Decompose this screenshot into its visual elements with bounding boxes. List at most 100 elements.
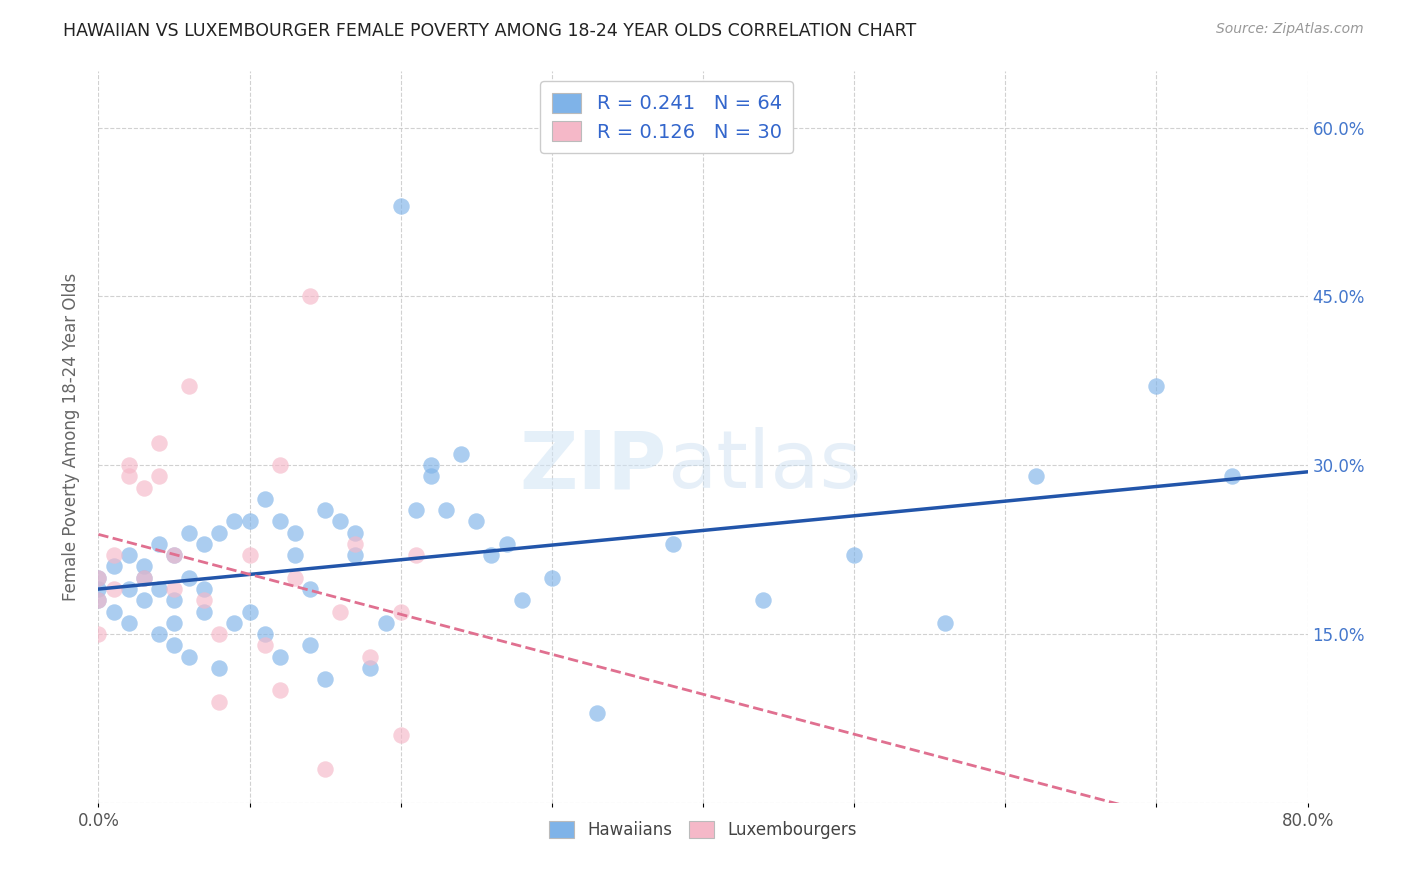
Point <box>179 649 201 664</box>
Point <box>284 525 307 540</box>
Point <box>253 638 276 652</box>
Point <box>661 537 683 551</box>
Point <box>224 515 246 529</box>
Point <box>389 728 412 742</box>
Text: atlas: atlas <box>666 427 860 506</box>
Point <box>208 694 231 708</box>
Point <box>420 458 443 473</box>
Point <box>132 571 155 585</box>
Point <box>132 571 155 585</box>
Point <box>299 638 322 652</box>
Point <box>103 559 125 574</box>
Point <box>284 571 307 585</box>
Point <box>284 548 307 562</box>
Point <box>193 605 215 619</box>
Point <box>253 491 276 506</box>
Point <box>148 582 170 596</box>
Point <box>934 615 956 630</box>
Point <box>1220 469 1243 483</box>
Point <box>299 582 322 596</box>
Point <box>118 469 141 483</box>
Point <box>118 458 141 473</box>
Point <box>360 661 382 675</box>
Point <box>179 379 201 393</box>
Point <box>132 481 155 495</box>
Point <box>103 605 125 619</box>
Point <box>87 582 110 596</box>
Point <box>208 525 231 540</box>
Point <box>844 548 866 562</box>
Point <box>586 706 609 720</box>
Point <box>103 548 125 562</box>
Point <box>148 627 170 641</box>
Point <box>344 537 367 551</box>
Point <box>465 515 488 529</box>
Point <box>163 582 186 596</box>
Point <box>434 503 457 517</box>
Point <box>208 627 231 641</box>
Point <box>87 571 110 585</box>
Point <box>405 548 427 562</box>
Point <box>389 605 412 619</box>
Point <box>269 683 291 698</box>
Point <box>1024 469 1046 483</box>
Point <box>540 571 562 585</box>
Point <box>148 435 170 450</box>
Point <box>148 469 170 483</box>
Point <box>314 762 336 776</box>
Point <box>329 605 352 619</box>
Point <box>374 615 396 630</box>
Point <box>752 593 775 607</box>
Point <box>118 548 141 562</box>
Point <box>87 593 110 607</box>
Point <box>314 503 336 517</box>
Point <box>253 627 276 641</box>
Point <box>269 458 291 473</box>
Point <box>329 515 352 529</box>
Text: ZIP: ZIP <box>519 427 666 506</box>
Point <box>224 615 246 630</box>
Legend: Hawaiians, Luxembourgers: Hawaiians, Luxembourgers <box>543 814 863 846</box>
Point <box>163 593 186 607</box>
Point <box>87 593 110 607</box>
Point <box>87 627 110 641</box>
Point <box>269 515 291 529</box>
Point <box>132 593 155 607</box>
Point <box>179 525 201 540</box>
Text: Source: ZipAtlas.com: Source: ZipAtlas.com <box>1216 22 1364 37</box>
Point <box>193 593 215 607</box>
Point <box>269 649 291 664</box>
Text: HAWAIIAN VS LUXEMBOURGER FEMALE POVERTY AMONG 18-24 YEAR OLDS CORRELATION CHART: HAWAIIAN VS LUXEMBOURGER FEMALE POVERTY … <box>63 22 917 40</box>
Point <box>118 615 141 630</box>
Point <box>1144 379 1167 393</box>
Point <box>208 661 231 675</box>
Point <box>420 469 443 483</box>
Point <box>239 548 262 562</box>
Point <box>193 582 215 596</box>
Point <box>495 537 517 551</box>
Point <box>163 548 186 562</box>
Point <box>510 593 533 607</box>
Point <box>118 582 141 596</box>
Point <box>179 571 201 585</box>
Point <box>163 638 186 652</box>
Point <box>314 672 336 686</box>
Point <box>163 548 186 562</box>
Point <box>239 515 262 529</box>
Point <box>193 537 215 551</box>
Point <box>450 447 472 461</box>
Point <box>481 548 503 562</box>
Point <box>87 571 110 585</box>
Point <box>299 289 322 303</box>
Point <box>239 605 262 619</box>
Point <box>148 537 170 551</box>
Point <box>405 503 427 517</box>
Point <box>163 615 186 630</box>
Point <box>360 649 382 664</box>
Y-axis label: Female Poverty Among 18-24 Year Olds: Female Poverty Among 18-24 Year Olds <box>62 273 80 601</box>
Point <box>132 559 155 574</box>
Point <box>344 548 367 562</box>
Point <box>103 582 125 596</box>
Point <box>389 199 412 213</box>
Point <box>344 525 367 540</box>
